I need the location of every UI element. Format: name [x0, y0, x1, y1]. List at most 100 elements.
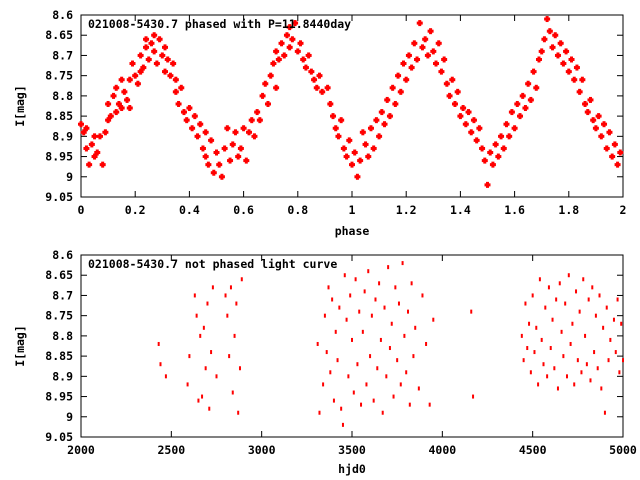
data-point [231, 390, 234, 395]
x-tick-label: 2 [620, 203, 627, 217]
data-point [237, 410, 240, 415]
data-point [187, 105, 191, 112]
data-point [391, 84, 395, 91]
data-point [244, 157, 248, 164]
data-point [238, 366, 241, 371]
x-tick-label: 3000 [248, 443, 276, 457]
data-point [578, 88, 582, 95]
data-point [390, 321, 393, 326]
data-point [575, 289, 578, 294]
data-point [445, 80, 449, 87]
data-point [186, 382, 189, 387]
data-point [329, 370, 332, 375]
data-point [285, 32, 289, 39]
data-point [147, 56, 151, 63]
data-point [399, 88, 403, 95]
data-point [342, 145, 346, 152]
data-point [551, 317, 554, 322]
data-point [569, 341, 572, 346]
data-point [250, 117, 254, 124]
data-point [378, 281, 381, 286]
data-point [381, 410, 384, 415]
data-point [112, 92, 116, 99]
data-point [354, 277, 357, 282]
data-point [529, 370, 532, 375]
data-point [233, 129, 237, 136]
data-point [163, 44, 167, 51]
data-point [228, 354, 231, 359]
x-tick-label: 1.4 [450, 203, 471, 217]
data-point [553, 366, 556, 371]
y-tick-label: 8.6 [52, 8, 73, 22]
data-point [488, 149, 492, 156]
data-point [93, 133, 97, 140]
data-point [496, 153, 500, 160]
data-point [475, 137, 479, 144]
data-point [152, 48, 156, 55]
data-point [565, 374, 568, 379]
data-point [282, 52, 286, 59]
data-point [607, 129, 611, 136]
data-point [301, 56, 305, 63]
x-tick-label: 0.2 [125, 203, 146, 217]
y-tick-label: 8.95 [45, 150, 73, 164]
x-axis-label: hjd0 [338, 462, 366, 476]
data-point [544, 305, 547, 310]
plot-frame [80, 254, 624, 438]
phased-light-curve-panel: 0 0.2 0.4 0.6 0.8 1 1.2 1.4 1.6 1.8 2 8.6 8.65 8.7 8.7… [13, 8, 626, 238]
data-point [537, 382, 540, 387]
data-point [583, 100, 587, 107]
data-point [439, 68, 443, 75]
data-point [79, 121, 83, 128]
data-point [401, 261, 404, 266]
data-point [526, 346, 529, 351]
data-point [522, 358, 525, 363]
data-point [103, 129, 107, 136]
data-point [139, 52, 143, 59]
data-point [336, 358, 339, 363]
data-point [396, 72, 400, 79]
data-point [613, 141, 617, 148]
data-point [201, 145, 205, 152]
data-point [510, 109, 514, 116]
y-tick-label: 8.9 [52, 369, 73, 383]
data-point [388, 346, 391, 351]
data-point [417, 386, 420, 391]
data-point [370, 313, 373, 318]
data-point [593, 350, 596, 355]
data-point [558, 281, 561, 286]
data-point [600, 386, 603, 391]
data-point [533, 350, 536, 355]
data-point [290, 36, 294, 43]
data-point [197, 398, 200, 403]
data-point [426, 52, 430, 59]
data-point [596, 366, 599, 371]
data-point [355, 173, 359, 180]
data-point [453, 100, 457, 107]
data-point [551, 44, 555, 51]
data-point [157, 341, 160, 346]
y-tick-label: 8.65 [45, 28, 73, 42]
data-point [431, 48, 435, 55]
data-point [567, 68, 571, 75]
y-tick-label: 8.85 [45, 109, 73, 123]
data-point [220, 173, 224, 180]
data-point [164, 374, 167, 379]
data-point [255, 109, 259, 116]
data-point [182, 109, 186, 116]
data-point [193, 293, 196, 298]
data-point [407, 309, 410, 314]
data-point [204, 129, 208, 136]
data-point [521, 92, 525, 99]
data-point [570, 56, 574, 63]
data-point [206, 301, 209, 306]
data-point [225, 125, 229, 132]
phased-data-points [78, 16, 624, 188]
data-point [540, 337, 543, 342]
data-point [622, 358, 624, 363]
data-point [350, 161, 354, 168]
data-point [365, 382, 368, 387]
data-point [195, 313, 198, 318]
data-point [177, 100, 181, 107]
data-point [211, 285, 214, 290]
